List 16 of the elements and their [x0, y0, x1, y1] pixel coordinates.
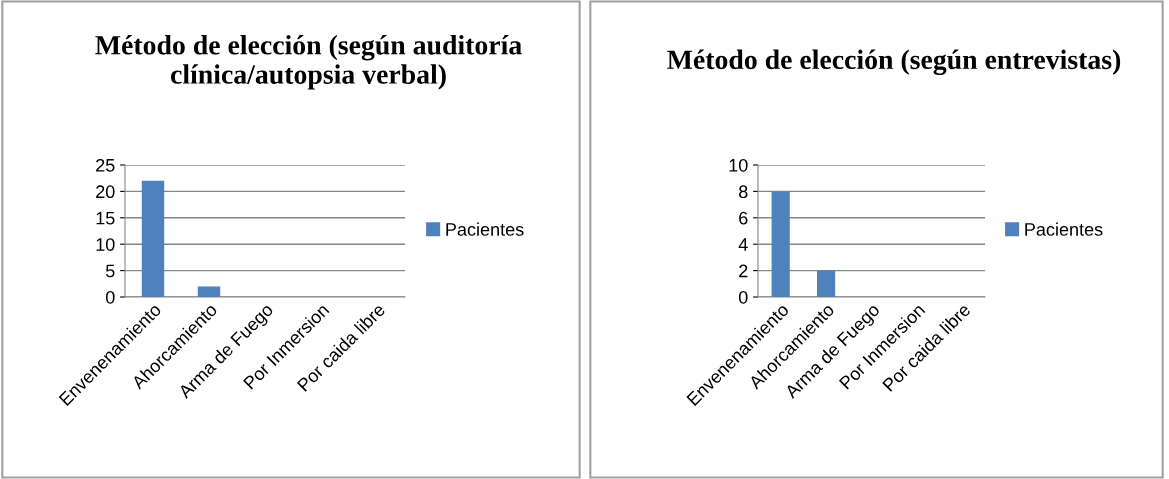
y-tick-label: 0	[738, 290, 748, 304]
y-tick-label: 25	[96, 158, 115, 172]
legend-label: Pacientes	[446, 222, 524, 236]
y-tick-label: 4	[738, 238, 748, 251]
y-tick-label: 0	[105, 290, 115, 304]
y-tick-label: 15	[96, 211, 115, 225]
chart-title: Método de elección (según auditoría clínica/autopsia verbal)	[95, 35, 522, 90]
y-tick-label: 6	[739, 211, 748, 225]
y-tick-label: 2	[739, 264, 748, 278]
y-tick-label: 20	[96, 185, 115, 199]
chart-title: Método de elección (según entrevistas)	[667, 49, 1121, 75]
y-tick-label: 8	[739, 185, 748, 199]
y-tick-label: 10	[729, 158, 748, 172]
y-tick-label: 10	[96, 238, 115, 251]
y-tick-label: 5	[105, 264, 115, 278]
legend-label: Pacientes	[1025, 222, 1103, 236]
